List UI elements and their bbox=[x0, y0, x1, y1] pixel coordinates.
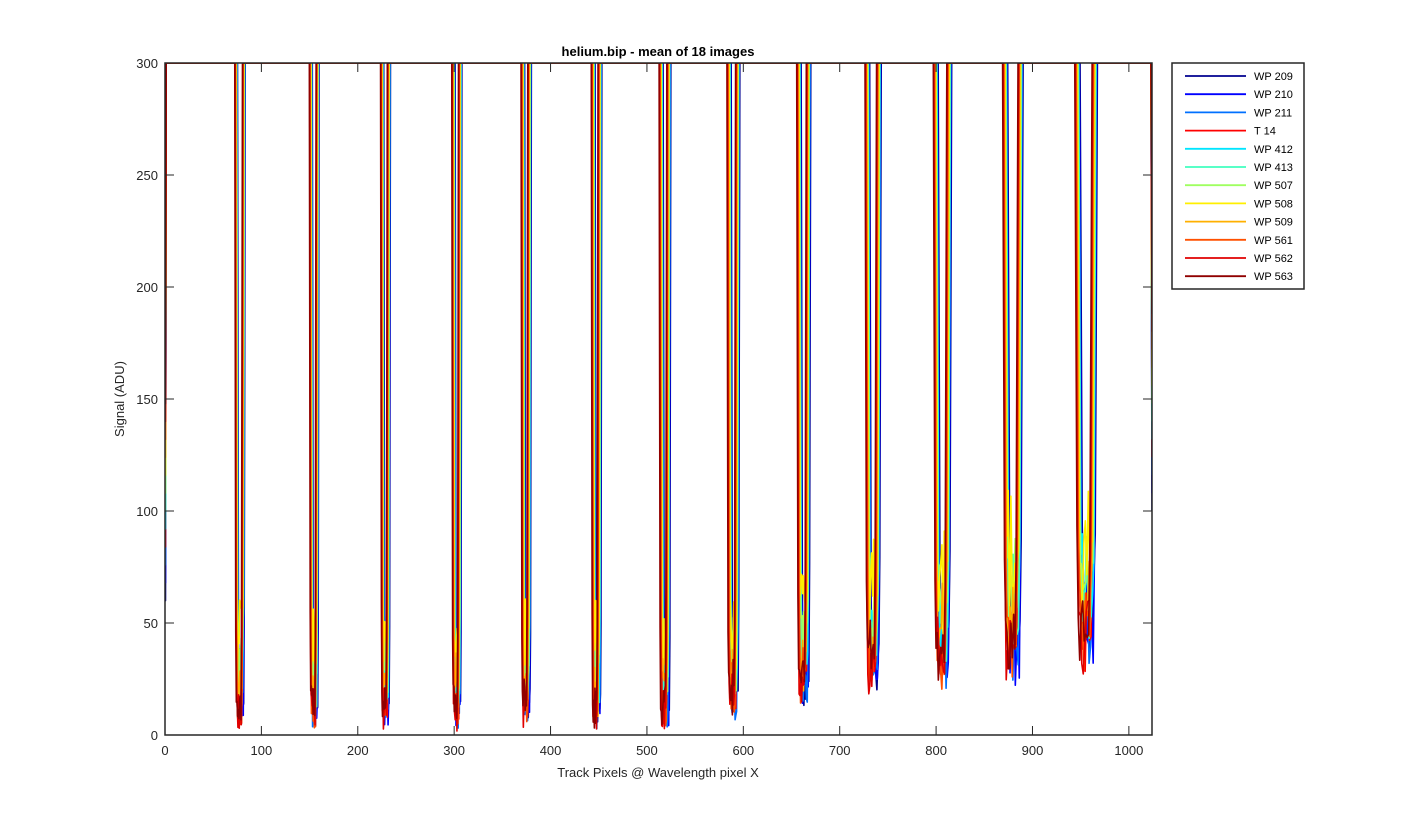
legend-items: WP 209 WP 210 WP 211 T 14 WP 412 WP 413 WP 507… bbox=[1185, 71, 1293, 283]
legend-label: WP 561 bbox=[1254, 235, 1293, 247]
legend: WP 209 WP 210 WP 211 T 14 WP 412 WP 413 WP 507… bbox=[1171, 62, 1305, 290]
x-tick-label: 500 bbox=[636, 743, 658, 758]
legend-label: WP 210 bbox=[1254, 89, 1293, 101]
x-tick-label: 900 bbox=[1022, 743, 1044, 758]
legend-label: WP 413 bbox=[1254, 162, 1293, 174]
axis-ticks: 0 100 200 300 400 500 600 700 800 900 1000 0 50 100 15… bbox=[136, 56, 1152, 758]
legend-label: WP 209 bbox=[1254, 71, 1293, 83]
legend-label: WP 507 bbox=[1254, 180, 1293, 192]
plot-area bbox=[165, 63, 1152, 735]
y-axis-label: Signal (ADU) bbox=[112, 361, 127, 437]
legend-label: WP 211 bbox=[1254, 107, 1292, 119]
x-tick-label: 100 bbox=[251, 743, 273, 758]
x-tick-label: 200 bbox=[347, 743, 369, 758]
x-tick-label: 300 bbox=[443, 743, 465, 758]
legend-label: WP 563 bbox=[1254, 271, 1293, 283]
x-tick-label: 800 bbox=[925, 743, 947, 758]
y-tick-label: 0 bbox=[151, 728, 158, 743]
legend-label: T 14 bbox=[1254, 126, 1276, 138]
y-tick-label: 300 bbox=[136, 56, 158, 71]
x-tick-label: 0 bbox=[161, 743, 168, 758]
x-tick-label: 400 bbox=[540, 743, 562, 758]
y-tick-label: 200 bbox=[136, 280, 158, 295]
legend-label: WP 412 bbox=[1254, 144, 1293, 156]
x-tick-label: 700 bbox=[829, 743, 851, 758]
series-layer bbox=[165, 63, 1152, 732]
series-line bbox=[165, 63, 1152, 729]
x-tick-label: 600 bbox=[732, 743, 754, 758]
legend-box bbox=[1171, 62, 1305, 290]
legend-label: WP 509 bbox=[1254, 217, 1293, 229]
series-line bbox=[165, 63, 1152, 718]
y-tick-label: 50 bbox=[144, 616, 158, 631]
legend-label: WP 562 bbox=[1254, 253, 1293, 265]
chart-title: helium.bip - mean of 18 images bbox=[562, 44, 755, 59]
legend-label: WP 508 bbox=[1254, 198, 1293, 210]
x-tick-label: 1000 bbox=[1114, 743, 1143, 758]
y-tick-label: 250 bbox=[136, 168, 158, 183]
x-axis-label: Track Pixels @ Wavelength pixel X bbox=[557, 765, 759, 780]
y-tick-label: 100 bbox=[136, 504, 158, 519]
y-tick-label: 150 bbox=[136, 392, 158, 407]
